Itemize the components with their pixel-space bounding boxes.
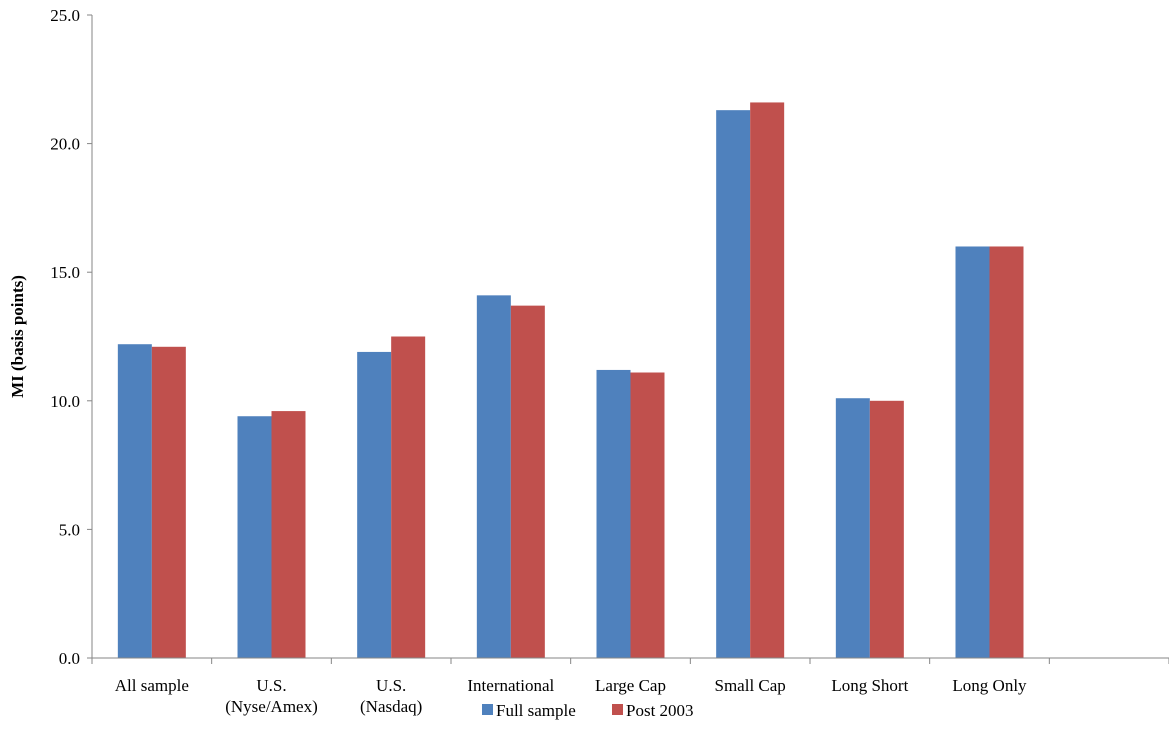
x-category-label: Long Only	[952, 676, 1027, 695]
bar-post-2003-0	[151, 346, 186, 658]
x-category-label: (Nyse/Amex)	[225, 697, 318, 716]
y-tick-label: 15.0	[50, 263, 80, 282]
y-tick-label: 10.0	[50, 392, 80, 411]
legend-swatch-post-2003	[612, 704, 623, 715]
bars-layer	[117, 102, 1024, 659]
bar-post-2003-2	[391, 336, 426, 658]
bar-full-sample-7	[955, 246, 990, 659]
x-category-label: Large Cap	[595, 676, 666, 695]
bar-full-sample-5	[716, 110, 751, 658]
bar-post-2003-7	[989, 246, 1024, 659]
y-tick-label: 5.0	[59, 520, 80, 539]
bar-post-2003-1	[271, 411, 306, 658]
bar-full-sample-4	[596, 369, 631, 658]
x-category-label: U.S.	[256, 676, 286, 695]
legend-swatch-full-sample	[482, 704, 493, 715]
labels-layer: 0.0 5.0 10.0 15.0 20.0 25.0 All sample U.S. (Nys…	[8, 6, 1027, 716]
bar-post-2003-5	[750, 102, 785, 658]
bar-full-sample-1	[237, 416, 272, 658]
bar-post-2003-6	[869, 400, 904, 658]
axes-layer	[87, 14, 1169, 664]
legend-label-full-sample: Full sample	[496, 701, 576, 720]
bar-full-sample-2	[357, 351, 392, 658]
y-axis-title: MI (basis points)	[8, 275, 27, 398]
bar-full-sample-3	[476, 295, 511, 658]
y-tick-label: 20.0	[50, 135, 80, 154]
bar-post-2003-4	[630, 372, 665, 658]
x-category-label: International	[467, 676, 554, 695]
x-category-label: U.S.	[376, 676, 406, 695]
y-tick-label: 0.0	[59, 649, 80, 668]
x-category-label: Small Cap	[715, 676, 786, 695]
legend: Full sample Post 2003	[482, 701, 694, 720]
bar-post-2003-3	[510, 305, 545, 658]
bar-full-sample-6	[835, 398, 870, 658]
legend-label-post-2003: Post 2003	[626, 701, 694, 720]
x-category-label: All sample	[115, 676, 189, 695]
y-tick-label: 25.0	[50, 6, 80, 25]
x-category-label: (Nasdaq)	[360, 697, 422, 716]
bar-full-sample-0	[117, 344, 152, 658]
x-category-label: Long Short	[831, 676, 908, 695]
